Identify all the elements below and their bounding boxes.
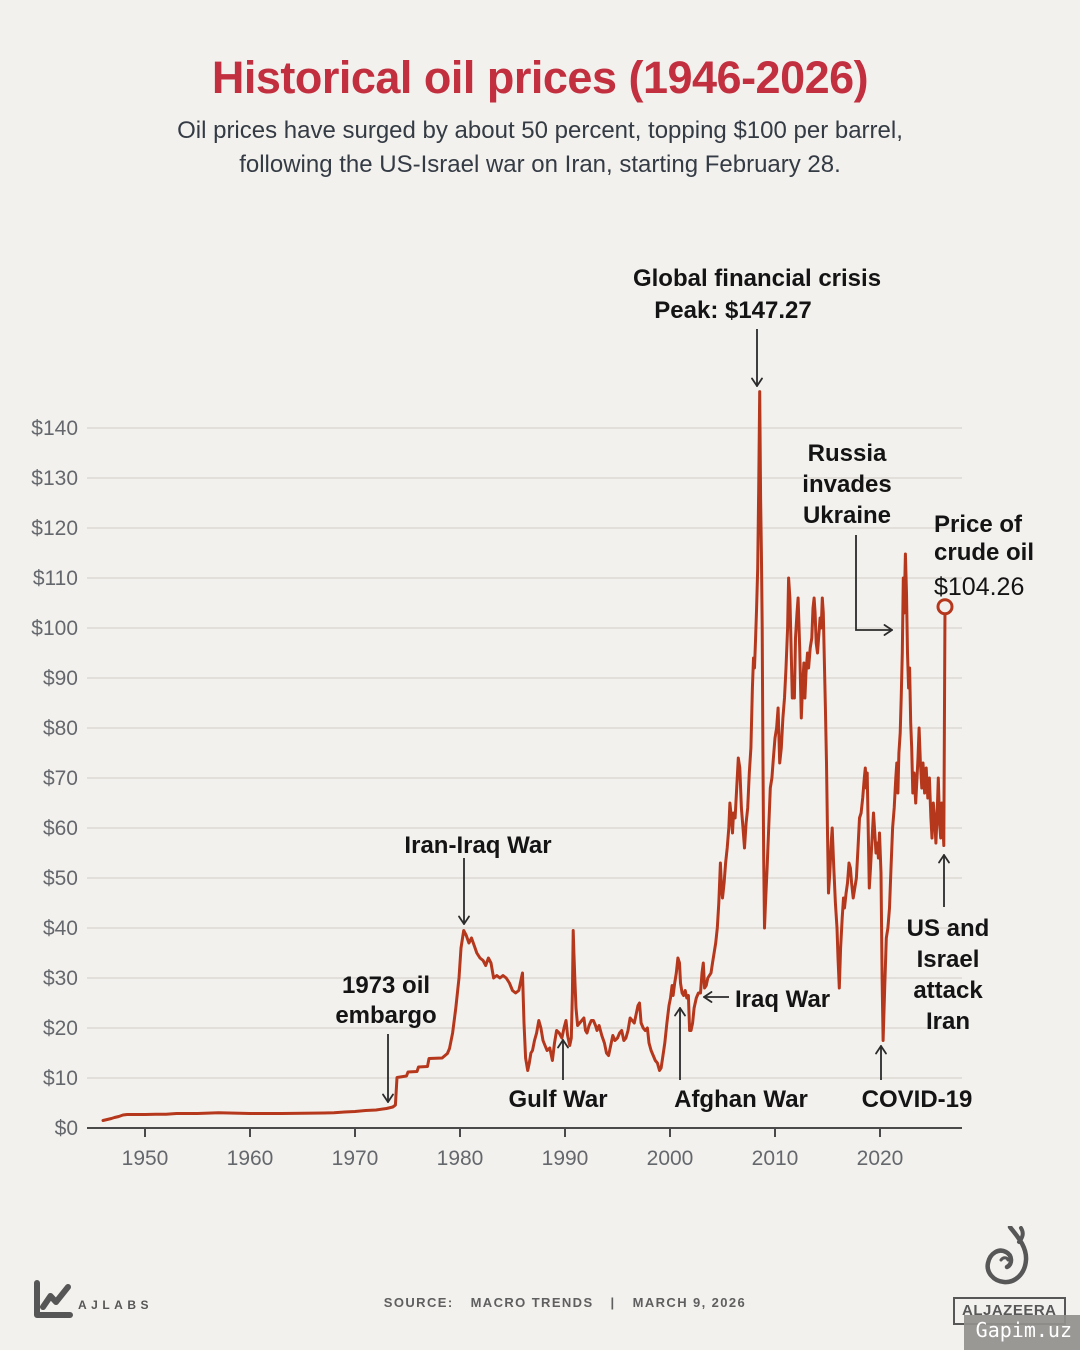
ajlabs-logo: AJLABS xyxy=(30,1280,149,1327)
page-title: Historical oil prices (1946-2026) xyxy=(211,52,869,103)
y-axis-tick-label: $120 xyxy=(31,517,78,540)
annotation-global-financial-crisis: Global financial crisis xyxy=(632,265,882,292)
ajlabs-chart-icon xyxy=(34,1280,73,1318)
aljazeera-flame-icon xyxy=(985,1224,1029,1285)
y-axis-tick-label: $70 xyxy=(43,767,78,790)
y-axis-tick-label: $10 xyxy=(43,1067,78,1090)
y-axis-tick-label: $110 xyxy=(33,567,78,590)
y-axis-tick-label: $100 xyxy=(31,617,78,640)
y-axis-tick-label: $40 xyxy=(43,917,78,940)
annotation-iran-iraq-war: Iran-Iraq War xyxy=(404,832,552,859)
y-axis-tick-label: $140 xyxy=(31,417,78,440)
source-name: MACRO TRENDS xyxy=(470,1295,594,1310)
y-axis-tick-label: $60 xyxy=(43,817,78,840)
x-axis-tick-label: 1960 xyxy=(227,1147,274,1170)
source-date: MARCH 9, 2026 xyxy=(632,1295,747,1310)
x-axis-tick-label: 1990 xyxy=(542,1147,589,1170)
source-separator: | xyxy=(610,1295,616,1310)
annotation-price-of-crude-oil: Price of crude oil $104.26 xyxy=(934,511,1068,601)
y-axis-tick-label: $20 xyxy=(43,1017,78,1040)
subtitle-line-2: following the US-Israel war on Iran, sta… xyxy=(239,151,841,178)
x-axis-tick-label: 1970 xyxy=(332,1147,379,1170)
annotation-covid-19: COVID-19 xyxy=(861,1086,973,1113)
subtitle-line-1: Oil prices have surged by about 50 perce… xyxy=(177,117,903,144)
x-axis-tick-label: 2000 xyxy=(647,1147,694,1170)
source-prefix: SOURCE: xyxy=(383,1295,454,1310)
ajlabs-label: AJLABS xyxy=(78,1298,154,1312)
y-axis-tick-label: $0 xyxy=(55,1117,78,1140)
crude-oil-price-value: $104.26 xyxy=(934,573,1025,601)
latest-price-marker xyxy=(936,598,954,616)
subtitle: Oil prices have surged by about 50 perce… xyxy=(0,114,1080,182)
watermark: Gapim.uz xyxy=(963,1315,1080,1350)
annotation-gulf-war: Gulf War xyxy=(508,1086,608,1113)
y-axis-tick-label: $50 xyxy=(43,867,78,890)
aljazeera-logo: ALJAZEERA xyxy=(953,1224,1066,1325)
y-axis-tick-label: $90 xyxy=(43,667,78,690)
y-axis-tick-label: $130 xyxy=(31,467,78,490)
x-axis-tick-label: 2020 xyxy=(857,1147,904,1170)
annotation-russia-invades-ukraine: Russia invades Ukraine xyxy=(802,440,892,529)
annotation-1973-oil-embargo: 1973 oil embargo xyxy=(335,972,437,1029)
annotation-us-israel-attack-iran: US and Israel attack Iran xyxy=(906,915,990,1035)
annotation-iraq-war: Iraq War xyxy=(735,986,831,1013)
annotation-afghan-war: Afghan War xyxy=(674,1086,808,1113)
x-axis-tick-label: 2010 xyxy=(752,1147,799,1170)
annotation-arrow xyxy=(855,535,892,631)
y-axis-tick-label: $30 xyxy=(43,967,78,990)
annotation-gfc-peak-value: Peak: $147.27 xyxy=(654,297,812,324)
x-axis-tick-label: 1980 xyxy=(437,1147,484,1170)
x-axis-tick-label: 1950 xyxy=(122,1147,169,1170)
source-line: SOURCE: MACRO TRENDS | MARCH 9, 2026 xyxy=(378,1295,752,1310)
y-axis-tick-label: $80 xyxy=(43,717,78,740)
